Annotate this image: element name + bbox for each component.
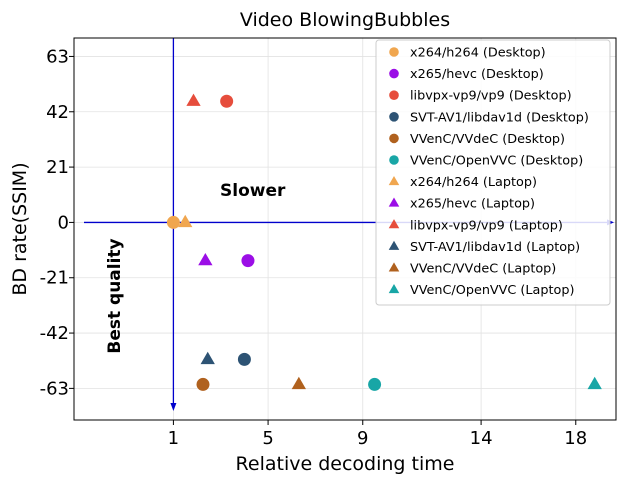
legend-marker (389, 155, 399, 165)
legend-item: x265/hevc (Desktop) (389, 67, 544, 82)
data-point-vvenc-openvvc-laptop (587, 376, 602, 390)
annotation-best-quality: Best quality (105, 238, 125, 353)
legend-label: x264/h264 (Desktop) (410, 46, 546, 61)
legend-label: SVT-AV1/libdav1d (Desktop) (410, 110, 589, 125)
legend-label: x264/h264 (Laptop) (410, 175, 537, 190)
data-point-vvenc-vvdec-laptop (291, 376, 306, 390)
x-tick-label: 5 (262, 428, 273, 449)
legend-item: VVenC/VVdeC (Laptop) (388, 262, 556, 277)
legend-label: libvpx-vp9/vp9 (Laptop) (410, 218, 563, 233)
data-point-vvenc-openvvc-desktop (368, 377, 382, 391)
y-tick-label: 42 (46, 102, 69, 123)
legend-item: x265/hevc (Laptop) (388, 197, 535, 212)
data-point-x265-hevc-laptop (198, 252, 213, 266)
legend-item: SVT-AV1/libdav1d (Laptop) (388, 240, 580, 255)
x-tick-label: 18 (564, 428, 587, 449)
legend-item: SVT-AV1/libdav1d (Desktop) (389, 110, 589, 125)
legend-marker (389, 68, 399, 79)
y-axis-label: BD rate(SSIM) (9, 162, 31, 295)
legend-marker (389, 133, 399, 144)
legend-marker (389, 112, 399, 122)
legend-marker (389, 47, 399, 57)
axis-ticks: 1 5 9 14 18 63 42 21 0 -21 -42 -63 (40, 46, 588, 449)
legend-entries: x264/h264 (Desktop) x265/hevc (Desktop) li… (388, 46, 589, 298)
y-tick-label: -42 (40, 323, 69, 344)
y-tick-label: -63 (40, 378, 69, 399)
x-tick-label: 14 (470, 428, 493, 449)
legend: x264/h264 (Desktop) x265/hevc (Desktop) li… (375, 39, 611, 306)
legend-marker (388, 240, 400, 250)
annotation-slower: Slower (220, 181, 286, 201)
data-point-svt-av1-libdav1d-laptop (200, 351, 215, 365)
legend-label: x265/hevc (Laptop) (410, 197, 535, 212)
legend-item: x264/h264 (Laptop) (388, 175, 537, 190)
legend-label: SVT-AV1/libdav1d (Laptop) (410, 240, 580, 255)
legend-item: VVenC/OpenVVC (Laptop) (388, 283, 575, 298)
legend-label: libvpx-vp9/vp9 (Desktop) (410, 89, 572, 104)
legend-marker (388, 262, 400, 272)
y-tick-label: 21 (46, 157, 69, 178)
plot-frame (73, 37, 617, 421)
legend-label: VVenC/OpenVVC (Laptop) (410, 283, 575, 298)
legend-marker (389, 90, 399, 100)
legend-item: VVenC/VVdeC (Desktop) (389, 132, 565, 147)
legend-marker (388, 219, 400, 229)
data-point-x264-h264-desktop (166, 215, 180, 229)
y-tick-label: -21 (40, 268, 69, 289)
legend-label: VVenC/VVdeC (Desktop) (410, 132, 565, 147)
legend-label: x265/hevc (Desktop) (410, 67, 544, 82)
x-tick-label: 1 (168, 428, 179, 449)
legend-label: VVenC/OpenVVC (Desktop) (410, 154, 583, 169)
data-point-libvpx-vp9-vp9-desktop (220, 94, 234, 108)
legend-frame (375, 39, 611, 306)
data-point-svt-av1-libdav1d-desktop (237, 352, 251, 366)
best-quality-arrowhead (170, 403, 177, 411)
legend-marker (388, 283, 400, 294)
x-axis-label: Relative decoding time (236, 453, 455, 475)
data-point-libvpx-vp9-vp9-laptop (186, 93, 201, 106)
y-tick-label: 0 (58, 212, 69, 233)
legend-marker (388, 197, 400, 207)
chart-title: Video BlowingBubbles (240, 9, 450, 31)
x-tick-label: 9 (357, 428, 368, 449)
y-tick-label: 63 (46, 46, 69, 67)
data-point-x265-hevc-desktop (241, 254, 255, 268)
legend-item: x264/h264 (Desktop) (389, 46, 546, 61)
data-point-x264-h264-laptop (178, 214, 193, 228)
legend-item: VVenC/OpenVVC (Desktop) (389, 154, 583, 169)
legend-label: VVenC/VVdeC (Laptop) (410, 262, 556, 277)
data-points (166, 93, 602, 391)
legend-item: libvpx-vp9/vp9 (Desktop) (389, 89, 572, 104)
legend-marker (388, 175, 400, 186)
data-point-vvenc-vvdec-desktop (196, 377, 210, 391)
legend-item: libvpx-vp9/vp9 (Laptop) (388, 218, 563, 233)
